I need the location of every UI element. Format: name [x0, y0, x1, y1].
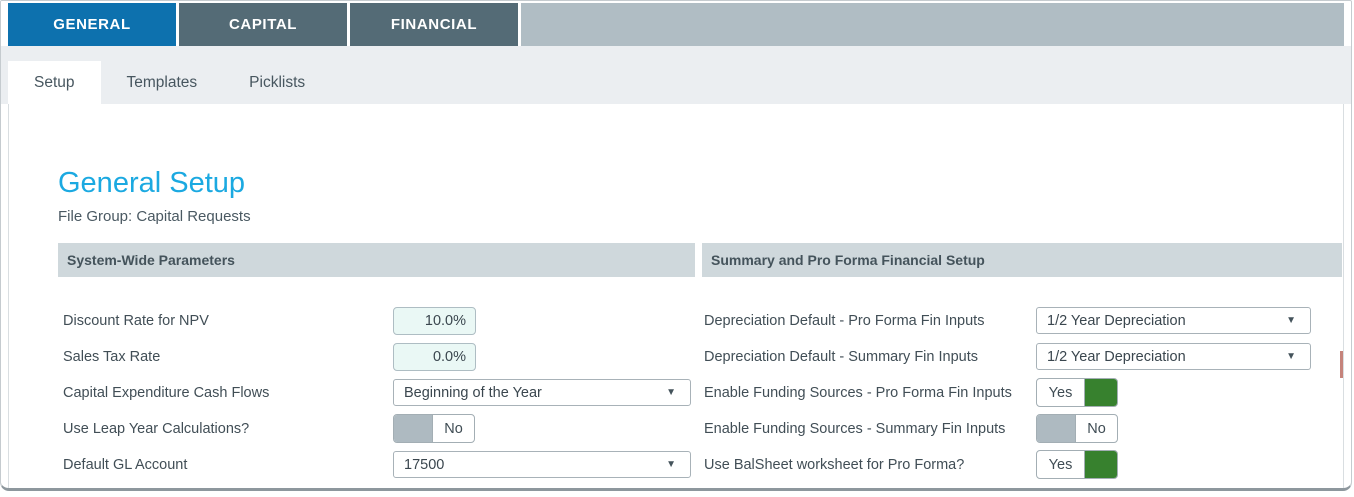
form-row-use-leap-year-calculations: Use Leap Year Calculations? No — [58, 414, 695, 443]
settings-columns: System-Wide Parameters Discount Rate for … — [58, 243, 1343, 486]
field-label: Use BalSheet worksheet for Pro Forma? — [704, 456, 965, 473]
toggle-state-label: No — [444, 420, 463, 437]
page-subtitle: File Group: Capital Requests — [58, 208, 251, 225]
use-leap-year-calculations-toggle[interactable]: No — [393, 414, 475, 443]
right-edge-scrollbar-sliver — [1340, 351, 1343, 378]
form-row-sales-tax-rate: Sales Tax Rate — [58, 342, 695, 371]
form-row-discount-rate-for-npv: Discount Rate for NPV — [58, 306, 695, 335]
select-value: 17500 — [404, 456, 445, 473]
toggle-on-block — [1085, 379, 1117, 406]
field-label: Default GL Account — [63, 456, 188, 473]
form-row-enable-funding-sources-pro-forma-fin-inputs: Enable Funding Sources - Pro Forma Fin I… — [702, 378, 1342, 407]
form-row-enable-funding-sources-summary-fin-inputs: Enable Funding Sources - Summary Fin Inp… — [702, 414, 1342, 443]
chevron-down-icon: ▼ — [666, 387, 676, 398]
page-header: General Setup File Group: Capital Reques… — [9, 104, 1343, 225]
field-label: Use Leap Year Calculations? — [63, 420, 250, 437]
field-label: Discount Rate for NPV — [63, 312, 209, 329]
form-row-depreciation-default-summary-fin-inputs: Depreciation Default - Summary Fin Input… — [702, 342, 1342, 371]
field-area: No — [1036, 414, 1311, 443]
field-label: Enable Funding Sources - Pro Forma Fin I… — [704, 384, 1012, 401]
sub-tab-bar: Setup Templates Picklists — [1, 46, 1351, 104]
enable-funding-sources-pro-forma-fin-inputs-toggle[interactable]: Yes — [1036, 378, 1118, 407]
field-label: Depreciation Default - Pro Forma Fin Inp… — [704, 312, 985, 329]
section-rows: Depreciation Default - Pro Forma Fin Inp… — [702, 306, 1342, 486]
form-row-capital-expenditure-cash-flows: Capital Expenditure Cash Flows Beginning … — [58, 378, 695, 407]
enable-funding-sources-summary-fin-inputs-toggle[interactable]: No — [1036, 414, 1118, 443]
toggle-state-label: Yes — [1037, 379, 1085, 406]
depreciation-default-summary-fin-inputs-select[interactable]: 1/2 Year Depreciation ▼ — [1036, 343, 1311, 370]
toggle-on-block — [1085, 451, 1117, 478]
toggle-off-block — [394, 415, 433, 442]
main-tab-bar: GENERAL CAPITAL FINANCIAL — [1, 1, 1351, 46]
section-header: System-Wide Parameters — [58, 243, 695, 277]
section-summary-and-pro-forma-financial-setup: Summary and Pro Forma Financial Setup Dep… — [702, 243, 1342, 486]
section-header: Summary and Pro Forma Financial Setup — [702, 243, 1342, 277]
main-tab-financial[interactable]: FINANCIAL — [350, 3, 518, 46]
field-area — [393, 306, 691, 335]
default-gl-account-select[interactable]: 17500 ▼ — [393, 451, 691, 478]
field-area — [393, 342, 691, 371]
capital-expenditure-cash-flows-select[interactable]: Beginning of the Year ▼ — [393, 379, 691, 406]
depreciation-default-pro-forma-fin-inputs-select[interactable]: 1/2 Year Depreciation ▼ — [1036, 307, 1311, 334]
section-system-wide-parameters: System-Wide Parameters Discount Rate for … — [58, 243, 695, 486]
use-balsheet-worksheet-for-pro-forma-toggle[interactable]: Yes — [1036, 450, 1118, 479]
toggle-state-label: Yes — [1037, 451, 1085, 478]
field-label: Capital Expenditure Cash Flows — [63, 384, 270, 401]
field-area: No — [393, 414, 691, 443]
main-tab-capital[interactable]: CAPITAL — [179, 3, 347, 46]
sub-tab-templates[interactable]: Templates — [126, 73, 198, 91]
form-row-depreciation-default-pro-forma-fin-inputs: Depreciation Default - Pro Forma Fin Inp… — [702, 306, 1342, 335]
content-panel: General Setup File Group: Capital Reques… — [8, 104, 1344, 488]
page-title: General Setup — [58, 167, 246, 199]
field-label: Enable Funding Sources - Summary Fin Inp… — [704, 420, 1006, 437]
form-row-default-gl-account: Default GL Account 17500 ▼ — [58, 450, 695, 479]
field-area: Yes — [1036, 378, 1311, 407]
chevron-down-icon: ▼ — [1286, 315, 1296, 326]
toggle-state-label: No — [1087, 420, 1106, 437]
select-value: 1/2 Year Depreciation — [1047, 312, 1186, 329]
select-value: 1/2 Year Depreciation — [1047, 348, 1186, 365]
form-row-use-balsheet-worksheet-for-pro-forma: Use BalSheet worksheet for Pro Forma? Yes — [702, 450, 1342, 479]
section-rows: Discount Rate for NPV Sales Tax Rate Capit… — [58, 306, 695, 486]
field-area: Beginning of the Year ▼ — [393, 379, 691, 406]
field-label: Sales Tax Rate — [63, 348, 161, 365]
select-value: Beginning of the Year — [404, 384, 542, 401]
field-area: Yes — [1036, 450, 1311, 479]
sub-tab-setup[interactable]: Setup — [8, 61, 101, 104]
field-label: Depreciation Default - Summary Fin Input… — [704, 348, 978, 365]
field-area: 1/2 Year Depreciation ▼ — [1036, 307, 1311, 334]
toggle-off-block — [1037, 415, 1076, 442]
field-area: 1/2 Year Depreciation ▼ — [1036, 343, 1311, 370]
sales-tax-rate-input[interactable] — [393, 342, 476, 371]
tab-bar-filler — [521, 3, 1344, 46]
chevron-down-icon: ▼ — [666, 459, 676, 470]
chevron-down-icon: ▼ — [1286, 351, 1296, 362]
discount-rate-for-npv-input[interactable] — [393, 306, 476, 335]
sub-tab-picklists[interactable]: Picklists — [249, 73, 306, 91]
field-area: 17500 ▼ — [393, 451, 691, 478]
main-tab-general[interactable]: GENERAL — [8, 3, 176, 46]
